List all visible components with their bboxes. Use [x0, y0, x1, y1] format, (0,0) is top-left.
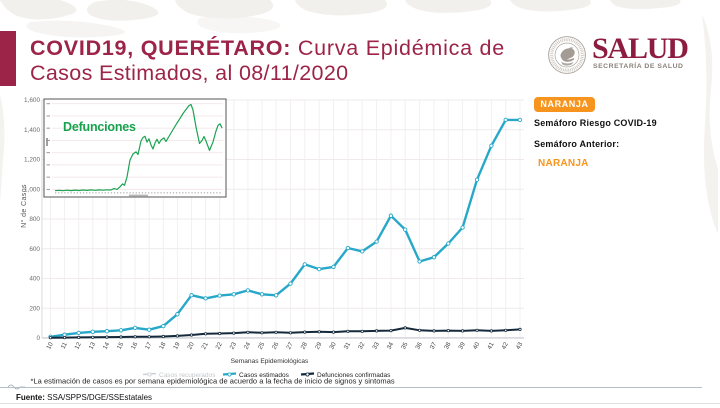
- svg-text:25: 25: [257, 341, 267, 351]
- svg-text:21: 21: [200, 341, 210, 351]
- svg-text:Semanas Epidemiológicas: Semanas Epidemiológicas: [231, 358, 309, 365]
- svg-text:200: 200: [29, 305, 40, 312]
- svg-text:32: 32: [357, 341, 367, 351]
- svg-text:13: 13: [88, 341, 98, 351]
- svg-text:600: 600: [29, 246, 40, 253]
- svg-text:43: 43: [515, 341, 525, 351]
- svg-text:1,400: 1,400: [24, 127, 40, 134]
- svg-text:29: 29: [314, 341, 324, 351]
- svg-text:26: 26: [271, 341, 281, 351]
- svg-text:34: 34: [386, 341, 396, 351]
- svg-text:14: 14: [102, 341, 112, 351]
- svg-text:20: 20: [186, 341, 196, 351]
- svg-text:1,600: 1,600: [24, 97, 40, 104]
- svg-text:38: 38: [443, 341, 453, 351]
- svg-text:42: 42: [500, 341, 510, 351]
- svg-text:17: 17: [144, 341, 154, 351]
- svg-text:0: 0: [36, 335, 40, 342]
- svg-text:800: 800: [29, 216, 40, 223]
- svg-text:23: 23: [229, 341, 239, 351]
- svg-text:36: 36: [414, 341, 424, 351]
- svg-text:30: 30: [328, 341, 338, 351]
- svg-text:28: 28: [300, 341, 310, 351]
- svg-text:37: 37: [429, 341, 439, 351]
- svg-text:24: 24: [243, 341, 253, 351]
- svg-text:*La estimación de casos es por: *La estimación de casos es por semana ep…: [31, 376, 395, 385]
- svg-text:Casos estimados: Casos estimados: [239, 372, 290, 379]
- svg-text:15: 15: [116, 341, 126, 351]
- svg-text:10: 10: [45, 341, 55, 351]
- svg-text:22: 22: [214, 341, 224, 351]
- svg-text:N° de Casos: N° de Casos: [20, 184, 28, 228]
- svg-text:Defunciones confirmadas: Defunciones confirmadas: [317, 372, 391, 379]
- svg-text:400: 400: [29, 276, 40, 283]
- svg-text:Casos recuperados: Casos recuperados: [159, 372, 216, 379]
- svg-text:12: 12: [73, 341, 83, 351]
- svg-text:18: 18: [158, 341, 168, 351]
- svg-text:16: 16: [130, 341, 140, 351]
- svg-text:39: 39: [457, 341, 467, 351]
- svg-text:31: 31: [343, 341, 353, 351]
- svg-text:33: 33: [371, 341, 381, 351]
- svg-text:1,000: 1,000: [24, 186, 40, 193]
- svg-text:41: 41: [486, 341, 496, 351]
- svg-text:35: 35: [400, 341, 410, 351]
- svg-text:19: 19: [172, 341, 182, 351]
- svg-text:Defunciones: Defunciones: [63, 120, 136, 134]
- svg-text:11: 11: [60, 341, 69, 350]
- svg-text:27: 27: [285, 341, 295, 351]
- svg-text:40: 40: [472, 341, 482, 351]
- svg-text:1,200: 1,200: [24, 157, 40, 164]
